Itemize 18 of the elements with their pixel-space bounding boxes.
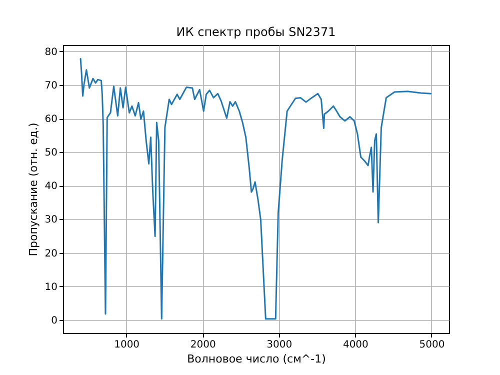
x-tick-label: 5000 (419, 340, 445, 350)
y-tick-label: 30 (44, 214, 58, 226)
y-tick-label: 50 (44, 148, 58, 159)
y-tick-label: 20 (44, 248, 58, 260)
x-tick-label: 4000 (342, 340, 368, 350)
x-tick-label: 1000 (114, 340, 140, 350)
y-tick-label: 80 (44, 46, 58, 58)
x-axis-title: Волновое число (см^-1) (187, 352, 326, 366)
y-tick-label: 0 (51, 315, 58, 326)
y-tick-label: 60 (44, 114, 58, 126)
y-tick-label: 70 (44, 80, 58, 92)
line-series (80, 58, 432, 320)
chart-title: ИК спектр пробы SN2371 (176, 25, 336, 39)
y-tick-label: 40 (44, 181, 58, 192)
y-tick-label: 10 (44, 282, 58, 293)
y-axis-title: Пропускание (отн. ед.) (26, 122, 40, 256)
x-tick-label: 3000 (266, 340, 292, 350)
x-tick-label: 2000 (190, 340, 216, 350)
